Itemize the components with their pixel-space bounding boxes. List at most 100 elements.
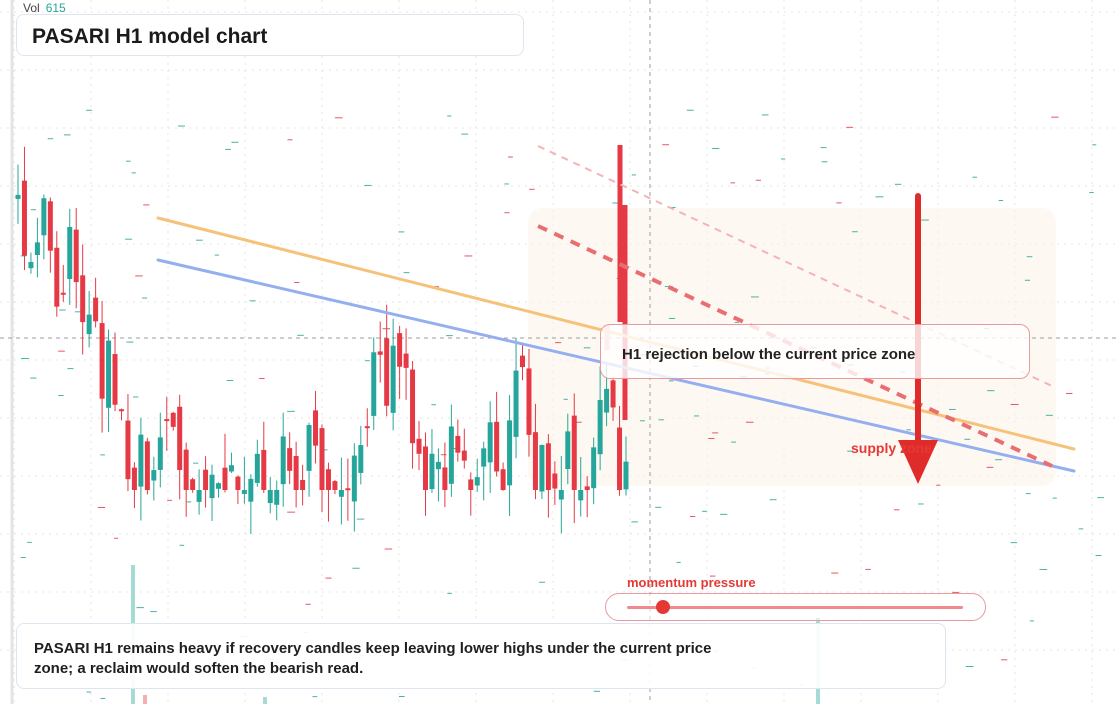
candle-up xyxy=(106,340,112,408)
candle-down xyxy=(73,229,79,283)
candle-down xyxy=(461,450,467,461)
candle-down xyxy=(552,473,558,489)
rejection-callout: H1 rejection below the current price zon… xyxy=(600,324,1030,379)
candle-up xyxy=(138,434,144,487)
candle-up xyxy=(41,198,47,236)
analysis-note-text: PASARI H1 remains heavy if recovery cand… xyxy=(34,640,712,677)
volume-bar xyxy=(263,697,267,704)
candle-down xyxy=(377,351,383,355)
volume-bar xyxy=(143,695,147,704)
candle-up xyxy=(429,453,435,490)
candle-up xyxy=(597,400,603,455)
candle-down xyxy=(520,355,526,368)
candle-down xyxy=(235,476,241,490)
candle-up xyxy=(558,490,564,500)
candle-down xyxy=(144,441,150,490)
candle-down xyxy=(261,449,267,490)
candle-down xyxy=(422,446,428,490)
candle-down xyxy=(190,479,196,490)
candle-up xyxy=(274,490,280,505)
candle-down xyxy=(164,419,170,422)
supply-zone-label: supply zone xyxy=(851,440,932,456)
volume-value: 615 xyxy=(45,1,66,15)
candle-down xyxy=(584,486,590,490)
candle-down xyxy=(610,380,616,408)
candle-up xyxy=(474,477,480,486)
candle-up xyxy=(254,453,260,483)
candle-up xyxy=(513,370,519,437)
momentum-gauge xyxy=(605,593,986,621)
candle-down xyxy=(177,406,183,470)
candle-up xyxy=(507,420,513,486)
candle-up xyxy=(591,447,597,489)
candle-down xyxy=(293,456,299,490)
candle-up xyxy=(539,445,545,492)
candle-up xyxy=(351,455,357,502)
candle-up xyxy=(338,490,344,497)
candle-down xyxy=(183,449,189,490)
candle-down xyxy=(345,488,351,491)
candle-down xyxy=(403,353,409,368)
candle-up xyxy=(248,478,254,502)
candle-up xyxy=(196,490,202,502)
candle-up xyxy=(481,448,487,467)
candle-down xyxy=(622,205,628,420)
candle-down xyxy=(131,467,137,490)
candle-up xyxy=(34,242,40,256)
candle-up xyxy=(15,194,21,199)
candle-down xyxy=(325,469,331,490)
candle-down xyxy=(500,469,506,490)
candle-down xyxy=(80,275,86,323)
candle-down xyxy=(319,428,325,490)
candle-down xyxy=(170,412,176,427)
candle-up xyxy=(86,314,92,335)
momentum-knob xyxy=(655,600,670,614)
candle-up xyxy=(448,426,454,484)
volume-label: Vol xyxy=(23,1,40,15)
momentum-track-line xyxy=(627,606,963,609)
rejection-callout-text: H1 rejection below the current price zon… xyxy=(622,346,916,363)
candle-down xyxy=(99,323,105,399)
candle-down xyxy=(287,448,293,471)
candle-up xyxy=(151,470,157,481)
candle-up xyxy=(216,483,222,489)
candle-up xyxy=(578,490,584,501)
candle-up xyxy=(487,422,493,463)
candle-down xyxy=(125,420,131,480)
channel-lower-line xyxy=(537,224,1053,468)
candle-down xyxy=(60,292,66,295)
candle-down xyxy=(468,479,474,490)
candle-down xyxy=(416,438,422,454)
candle-up xyxy=(28,261,34,269)
candle-down xyxy=(545,443,551,490)
candle-down xyxy=(410,369,416,444)
candle-down xyxy=(494,421,500,472)
analysis-note-card: PASARI H1 remains heavy if recovery cand… xyxy=(16,623,946,689)
candle-down xyxy=(532,432,538,490)
candle-down xyxy=(300,479,306,490)
candle-down xyxy=(93,297,99,322)
candle-up xyxy=(280,436,286,485)
candle-series xyxy=(15,145,629,534)
signal-arrow-icon xyxy=(898,193,938,484)
candle-up xyxy=(565,431,571,470)
candle-down xyxy=(203,469,209,490)
candle-up xyxy=(371,352,377,416)
candle-down xyxy=(313,410,319,446)
candle-up xyxy=(209,474,215,499)
momentum-label: momentum pressure xyxy=(627,575,756,590)
candle-up xyxy=(67,226,73,280)
candle-down xyxy=(118,409,124,412)
candle-down xyxy=(21,180,27,256)
candle-down xyxy=(332,481,338,490)
candle-down xyxy=(455,435,461,453)
candle-down xyxy=(222,467,228,490)
candle-down xyxy=(617,145,623,322)
candle-down xyxy=(526,368,532,435)
candle-down xyxy=(384,338,390,406)
candle-down xyxy=(47,201,53,251)
candle-up xyxy=(435,461,441,470)
candle-down xyxy=(442,467,448,490)
title-card: PASARI H1 model chart xyxy=(16,14,524,56)
candle-down xyxy=(364,426,370,429)
